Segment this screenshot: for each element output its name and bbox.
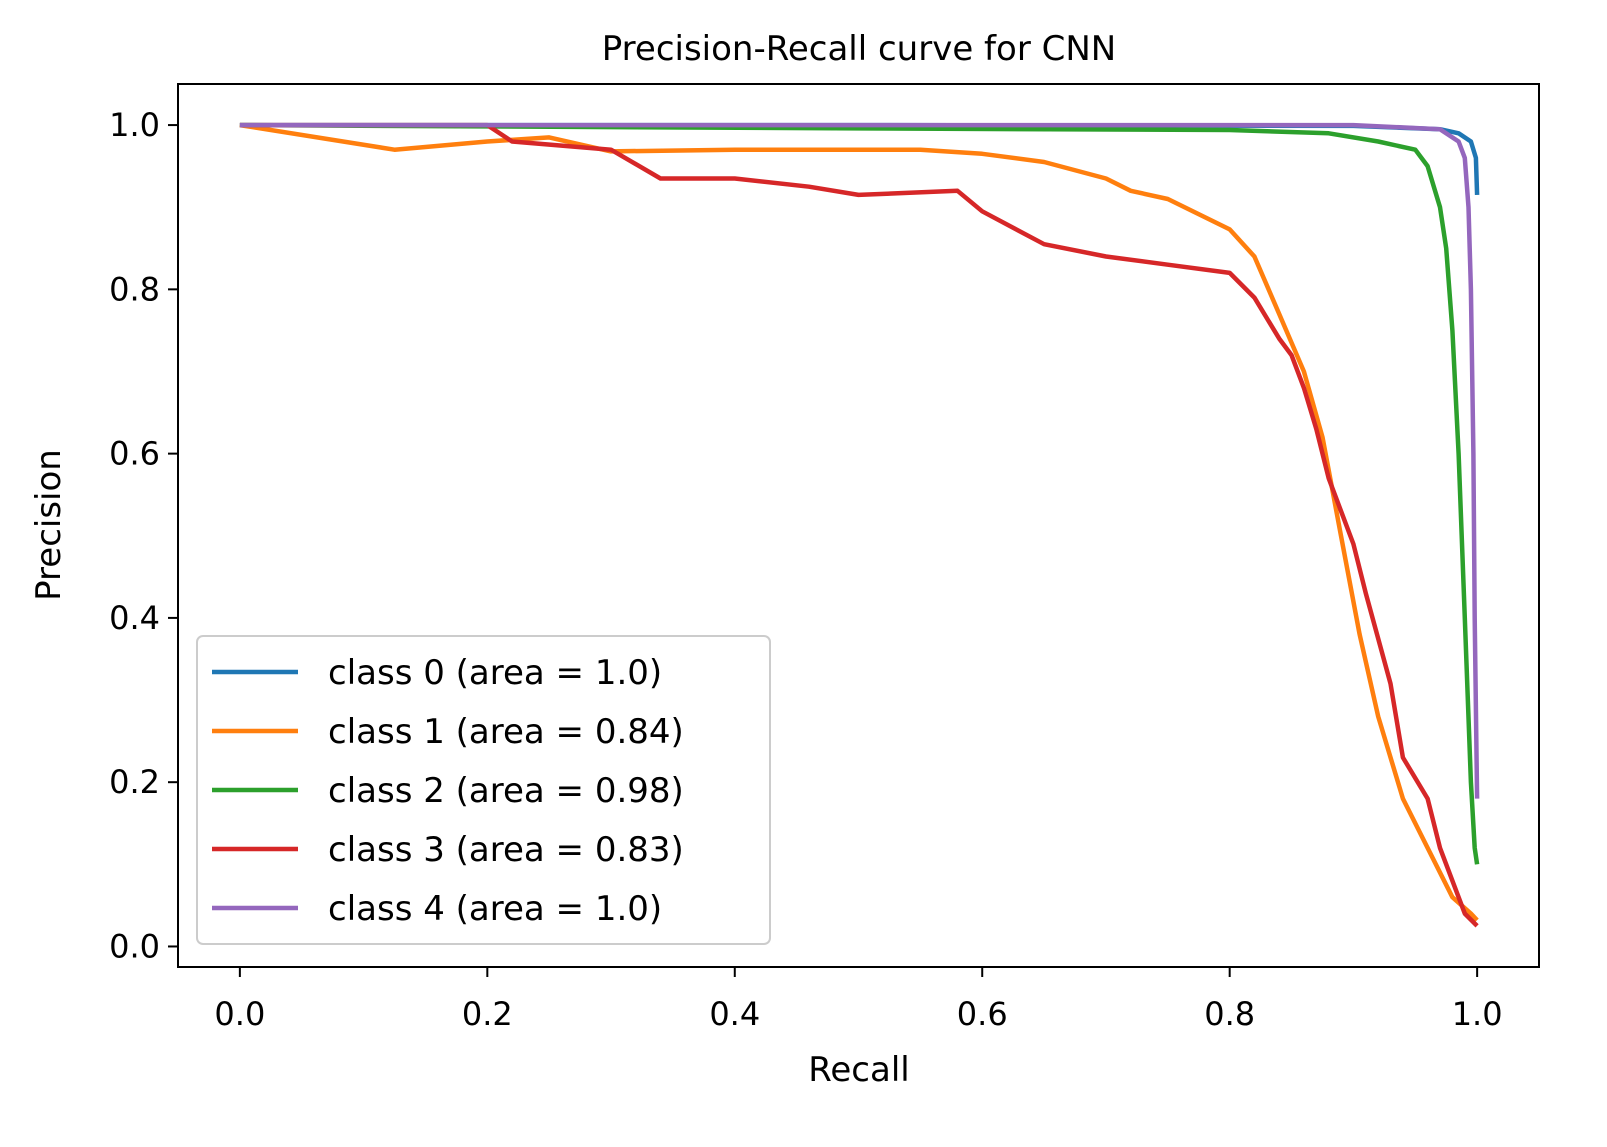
curves-layer [239, 122, 1480, 928]
y-tick-label: 1.0 [109, 106, 160, 144]
legend-label-class-2: class 2 (area = 0.98) [328, 771, 684, 811]
chart-title: Precision-Recall curve for CNN [602, 29, 1116, 69]
series-line-class-1 [239, 122, 1479, 922]
legend-label-class-0: class 0 (area = 1.0) [328, 653, 662, 693]
y-axis-ticks: 0.0 0.2 0.4 0.6 0.8 1.0 [109, 106, 178, 965]
x-tick-label: 0.6 [957, 995, 1008, 1033]
legend-label-class-3: class 3 (area = 0.83) [328, 830, 684, 870]
y-tick-label: 0.2 [109, 763, 160, 801]
series-line-class-3 [239, 122, 1479, 928]
series-line-class-2 [239, 122, 1480, 865]
legend-label-class-4: class 4 (area = 1.0) [328, 889, 662, 929]
plot-frame [177, 83, 1540, 968]
y-tick-label: 0.0 [109, 927, 160, 965]
y-tick-label: 0.6 [109, 435, 160, 473]
series-line-class-4 [239, 122, 1480, 799]
x-tick-label: 0.8 [1204, 995, 1255, 1033]
x-axis-ticks: 0.0 0.2 0.4 0.6 0.8 1.0 [214, 967, 1503, 1033]
legend-box [196, 635, 771, 945]
x-axis-label: Recall [808, 1050, 909, 1090]
y-tick-label: 0.4 [109, 599, 160, 637]
x-tick-label: 1.0 [1452, 995, 1503, 1033]
legend-label-class-1: class 1 (area = 0.84) [328, 712, 684, 752]
x-tick-label: 0.4 [709, 995, 760, 1033]
legend: class 0 (area = 1.0) class 1 (area = 0.84… [196, 635, 771, 945]
x-tick-label: 0.0 [214, 995, 265, 1033]
series-line-class-0 [239, 122, 1480, 195]
y-axis-label: Precision [29, 449, 69, 601]
x-tick-label: 0.2 [462, 995, 513, 1033]
y-tick-label: 0.8 [109, 270, 160, 308]
